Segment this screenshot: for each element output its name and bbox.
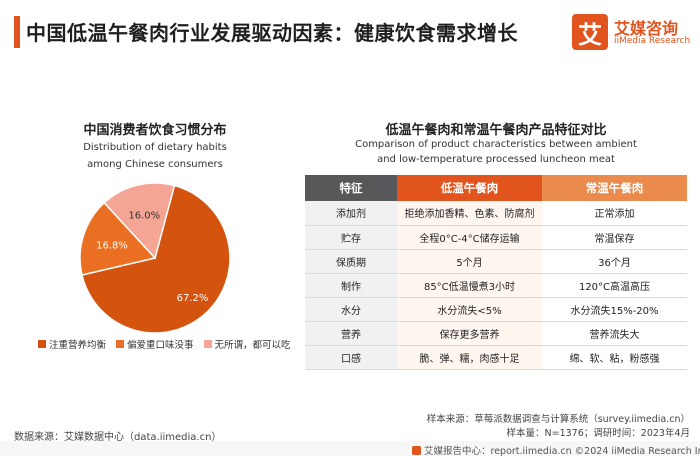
legend-label: 偏爱重口味没事 bbox=[127, 340, 194, 351]
row-feature-cell: 保质期 bbox=[305, 249, 397, 274]
pie-chart-subtitle-line1: Distribution of dietary habits bbox=[83, 142, 227, 153]
logo-text-cn: 艾媒咨询 bbox=[614, 19, 679, 38]
row-ambient-cell: 绵、软、粘，粉感强 bbox=[542, 345, 687, 370]
sample-size: 样本量：N=1376；调研时间：2023年4月 bbox=[506, 428, 690, 439]
pie-chart-subtitle-line2: among Chinese consumers bbox=[87, 159, 223, 170]
row-ambient-cell: 120°C高温高压 bbox=[542, 273, 687, 298]
row-feature-cell: 营养 bbox=[305, 321, 397, 346]
table-row: 贮存 全程0°C-4°C储存运输 常温保存 bbox=[305, 225, 687, 250]
row-low-temp-cell: 全程0°C-4°C储存运输 bbox=[397, 225, 542, 250]
legend-swatch bbox=[203, 340, 212, 348]
pie-data-label: 16.0% bbox=[128, 210, 160, 221]
table-row: 营养 保存更多营养 营养流失大 bbox=[305, 321, 687, 346]
row-low-temp-cell: 拒绝添加香精、色素、防腐剂 bbox=[397, 201, 542, 226]
row-feature-cell: 口感 bbox=[305, 345, 397, 370]
table-subtitle-line2: and low-temperature processed luncheon m… bbox=[377, 154, 615, 165]
table-row: 口感 脆、弹、糯，肉感十足 绵、软、粘，粉感强 bbox=[305, 345, 687, 370]
row-ambient-cell: 36个月 bbox=[542, 249, 687, 274]
legend-item: 无所谓，都可以吃 bbox=[203, 337, 291, 351]
table-subtitle: Comparison of product characteristics be… bbox=[302, 137, 690, 167]
pie-data-label: 67.2% bbox=[177, 293, 209, 304]
row-low-temp-cell: 85°C低温慢煮3小时 bbox=[397, 273, 542, 298]
pie-chart-title: 中国消费者饮食习惯分布 bbox=[83, 123, 227, 138]
legend-swatch bbox=[116, 340, 125, 348]
pie-legend: 注重营养均衡 偏爱重口味没事 无所谓，都可以吃 bbox=[38, 337, 291, 351]
brand-logo: 艾 艾媒咨询 iiMedia Research bbox=[572, 12, 690, 56]
row-feature-cell: 水分 bbox=[305, 297, 397, 322]
data-source: 数据来源：艾媒数据中心（data.iimedia.cn） bbox=[14, 432, 222, 443]
pie-data-label: 16.8% bbox=[96, 241, 128, 252]
page-title: 中国低温午餐肉行业发展驱动因素：健康饮食需求增长 bbox=[26, 21, 518, 45]
legend-label: 无所谓，都可以吃 bbox=[214, 340, 291, 351]
legend-swatch bbox=[38, 340, 46, 348]
row-ambient-cell: 正常添加 bbox=[542, 201, 687, 226]
row-low-temp-cell: 脆、弹、糯，肉感十足 bbox=[397, 345, 542, 370]
table-row: 添加剂 拒绝添加香精、色素、防腐剂 正常添加 bbox=[305, 201, 687, 226]
sample-source-block: 样本来源：草莓派数据调查与计算系统（survey.iimedia.cn） 样本量… bbox=[427, 413, 690, 441]
footer-text-wrap: 艾媒报告中心：report.iimedia.cn ©2024 iiMedia R… bbox=[412, 443, 700, 456]
pie-slice bbox=[79, 201, 157, 276]
title-accent-bar bbox=[14, 16, 20, 48]
footer-logo-icon bbox=[412, 446, 421, 455]
legend-item: 注重营养均衡 bbox=[38, 337, 106, 351]
row-ambient-cell: 营养流失大 bbox=[542, 321, 687, 346]
row-low-temp-cell: 水分流失<5% bbox=[397, 297, 542, 322]
row-low-temp-cell: 5个月 bbox=[397, 249, 542, 274]
row-feature-cell: 添加剂 bbox=[305, 201, 397, 226]
row-low-temp-cell: 保存更多营养 bbox=[397, 321, 542, 346]
sample-source: 样本来源：草莓派数据调查与计算系统（survey.iimedia.cn） bbox=[426, 414, 690, 425]
table-row: 制作 85°C低温慢煮3小时 120°C高温高压 bbox=[305, 273, 687, 298]
table-header-row: 特征 低温午餐肉 常温午餐肉 bbox=[305, 175, 687, 201]
table-subtitle-line1: Comparison of product characteristics be… bbox=[355, 139, 637, 150]
row-ambient-cell: 水分流失15%-20% bbox=[542, 297, 687, 322]
legend-item: 偏爱重口味没事 bbox=[116, 337, 194, 351]
row-ambient-cell: 常温保存 bbox=[542, 225, 687, 250]
pie-chart-subtitle: Distribution of dietary habits among Chi… bbox=[40, 139, 270, 173]
logo-text-en: iiMedia Research bbox=[614, 36, 691, 46]
row-feature-cell: 贮存 bbox=[305, 225, 397, 250]
footer-text: 艾媒报告中心：report.iimedia.cn ©2024 iiMedia R… bbox=[424, 446, 700, 456]
row-feature-cell: 制作 bbox=[305, 273, 397, 298]
pie-slice bbox=[103, 182, 176, 260]
table-row: 保质期 5个月 36个月 bbox=[305, 249, 687, 274]
logo-icon: 艾 bbox=[572, 14, 608, 50]
comparison-table: 特征 低温午餐肉 常温午餐肉 添加剂 拒绝添加香精、色素、防腐剂 正常添加 贮存… bbox=[305, 175, 687, 370]
legend-label: 注重营养均衡 bbox=[49, 340, 107, 351]
header-feature: 特征 bbox=[305, 175, 397, 201]
table-title: 低温午餐肉和常温午餐肉产品特征对比 bbox=[385, 123, 607, 138]
table-row: 水分 水分流失<5% 水分流失15%-20% bbox=[305, 297, 687, 322]
header-low-temp: 低温午餐肉 bbox=[397, 175, 542, 201]
footer-bar bbox=[0, 441, 700, 456]
pie-slice bbox=[81, 184, 231, 334]
header-ambient: 常温午餐肉 bbox=[542, 175, 687, 201]
